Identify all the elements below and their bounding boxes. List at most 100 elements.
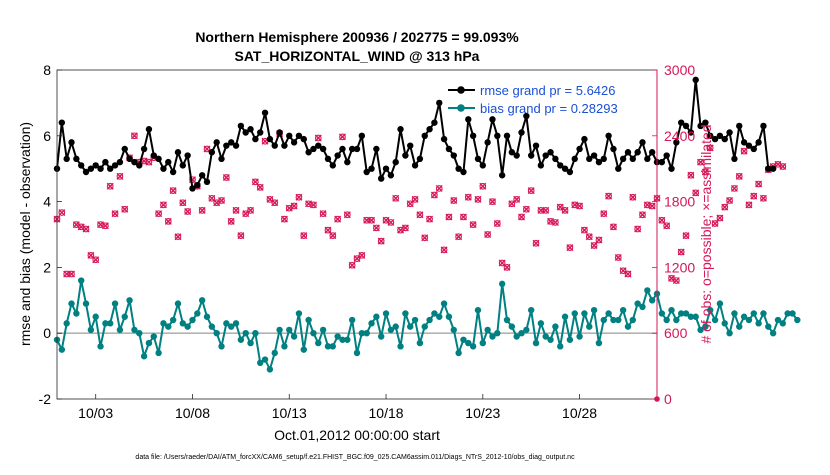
obs-assimilated-point — [368, 216, 376, 224]
obs-assimilated-point — [285, 204, 293, 212]
obs-assimilated-point — [174, 233, 182, 241]
rmse-point — [697, 122, 704, 130]
obs-assimilated-point — [82, 225, 90, 233]
obs-possible-point — [324, 226, 332, 234]
obs-assimilated-point — [392, 194, 400, 202]
bias-point — [513, 333, 520, 340]
bias-point — [566, 336, 574, 343]
rmse-point — [286, 132, 293, 139]
rmse-point — [411, 162, 419, 169]
bias-point — [474, 306, 482, 314]
obs-possible-point — [750, 192, 758, 200]
obs-possible-point — [416, 211, 424, 219]
obs-assimilated-point — [755, 180, 763, 188]
legend-bias-label: bias grand pr = 0.28293 — [480, 101, 618, 116]
legend: rmse grand pr = 5.6426 bias grand pr = 0… — [448, 83, 618, 116]
bias-point — [305, 316, 312, 324]
obs-possible-point — [445, 213, 453, 221]
bias-point — [203, 313, 211, 320]
obs-assimilated-point — [518, 213, 526, 221]
rmse-point — [740, 139, 748, 146]
obs-assimilated-point — [726, 197, 734, 204]
rmse-point — [523, 112, 530, 120]
obs-assimilated-point — [397, 226, 405, 234]
obs-assimilated-point — [184, 207, 192, 215]
rmse-point — [213, 139, 220, 146]
bias-point — [687, 313, 695, 320]
bias-point — [290, 333, 298, 340]
obs-assimilated-point — [237, 232, 245, 240]
bias-point — [232, 320, 240, 327]
obs-assimilated-point — [479, 182, 487, 190]
obs-assimilated-point — [319, 210, 327, 218]
obs-possible-point — [300, 232, 308, 239]
obs-possible-point — [421, 234, 429, 242]
rmse-point — [416, 155, 424, 163]
rmse-point — [552, 155, 559, 163]
bias-point — [610, 316, 617, 324]
bias-point — [353, 349, 361, 357]
bias-point — [765, 323, 772, 330]
rmse-point — [329, 162, 337, 169]
bias-point — [218, 343, 225, 350]
obs-assimilated-point — [227, 217, 235, 225]
obs-assimilated-point — [561, 206, 569, 214]
rmse-point — [513, 152, 520, 159]
obs-assimilated-point — [522, 205, 530, 213]
obs-possible-point — [431, 191, 438, 199]
obs-assimilated-point — [614, 254, 622, 262]
rmse-point — [436, 99, 443, 107]
bias-point — [242, 330, 249, 337]
bias-point — [581, 310, 588, 317]
obs-assimilated-point — [256, 183, 264, 191]
rmse-point — [590, 152, 598, 159]
obs-possible-point — [523, 205, 530, 213]
obs-possible-point — [116, 173, 124, 180]
rmse-point — [339, 145, 346, 153]
obs-possible-point — [237, 232, 245, 239]
obs-assimilated-point — [426, 215, 434, 223]
obs-possible-point — [155, 210, 162, 218]
obs-assimilated-point — [77, 223, 85, 231]
bias-point — [779, 320, 787, 327]
obs-possible-point — [663, 222, 671, 230]
obs-possible-point — [740, 147, 748, 155]
obs-assimilated-point — [222, 173, 230, 181]
bias-point — [150, 333, 157, 340]
rmse-point — [726, 129, 733, 136]
obs-possible-point — [518, 213, 525, 221]
rmse-point — [600, 155, 607, 163]
obs-possible-point — [527, 187, 535, 194]
bias-point — [745, 316, 753, 324]
obs-assimilated-point — [353, 255, 361, 263]
chart-subtitle: SAT_HORIZONTAL_WIND @ 313 hPa — [235, 48, 480, 64]
obs-possible-point — [469, 221, 477, 228]
bias-point — [257, 359, 264, 367]
rmse-point — [353, 145, 361, 153]
rmse-point — [532, 142, 540, 149]
rmse-point — [310, 145, 317, 153]
bias-point — [532, 339, 540, 347]
obs-assimilated-point — [218, 197, 226, 204]
rmse-point — [203, 178, 211, 186]
bias-point — [469, 343, 477, 350]
bias-point — [136, 330, 143, 337]
bias-point — [445, 313, 453, 320]
rmse-point — [658, 158, 666, 166]
rmse-point — [687, 129, 695, 136]
rmse-point — [97, 165, 104, 172]
rmse-point — [571, 155, 578, 163]
rmse-point — [63, 155, 70, 163]
bias-point — [440, 300, 448, 307]
obs-possible-point — [479, 182, 487, 190]
bias-point — [615, 316, 622, 324]
bias-point — [760, 310, 767, 317]
rmse-point — [111, 162, 119, 169]
bias-point — [247, 339, 254, 347]
obs-assimilated-point — [213, 199, 221, 207]
obs-possible-point — [697, 158, 704, 166]
bias-point — [174, 300, 182, 307]
bias-point — [411, 316, 419, 324]
bias-point — [794, 316, 801, 324]
rmse-point — [334, 152, 341, 159]
